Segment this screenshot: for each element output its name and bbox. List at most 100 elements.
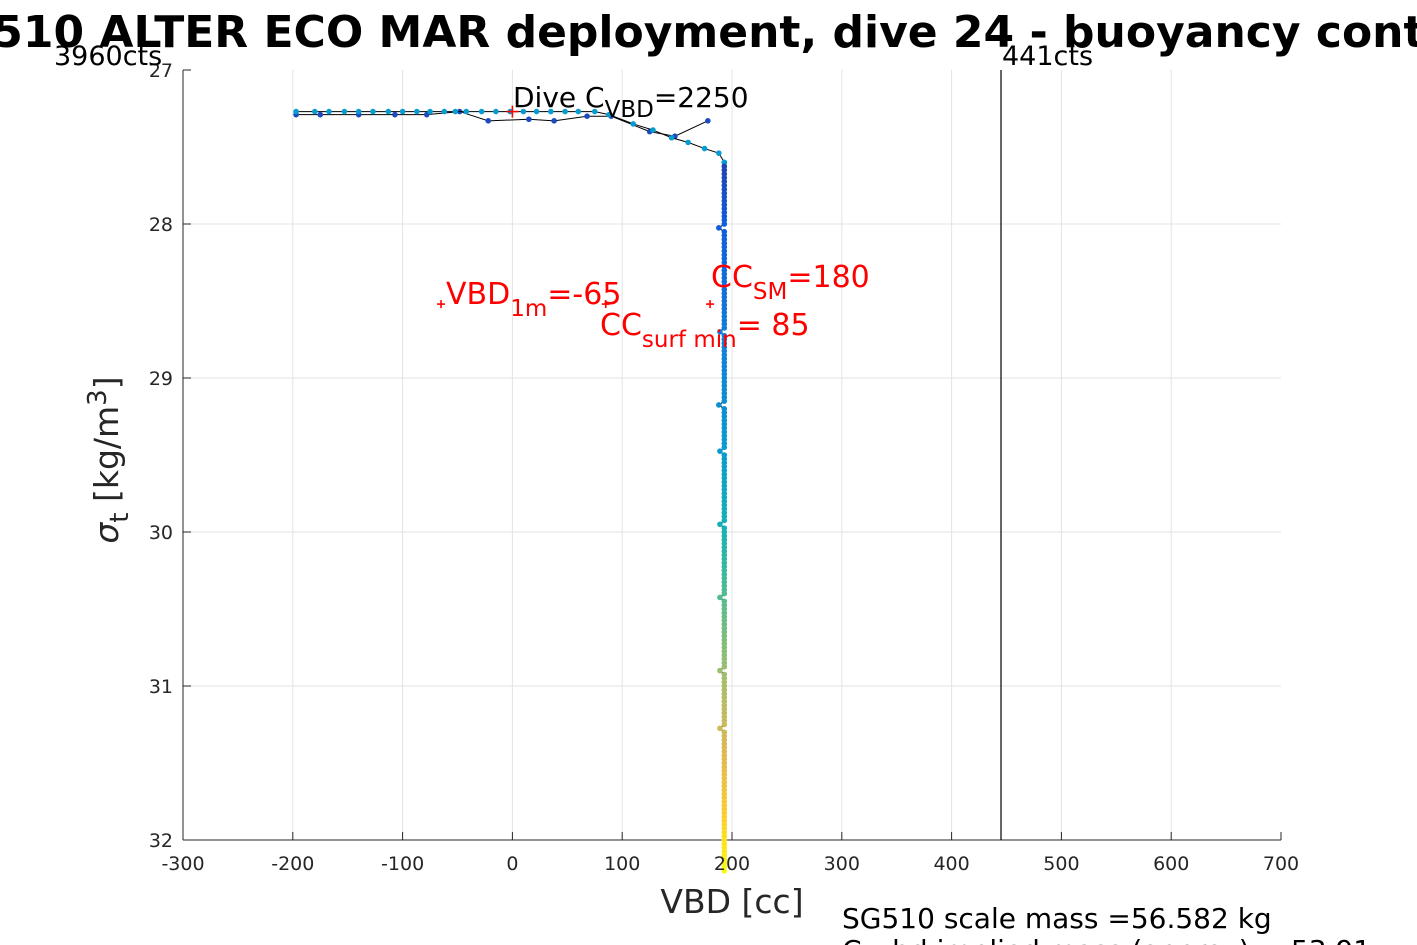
climb-point xyxy=(721,198,728,204)
climb-point xyxy=(721,744,728,751)
climb-point xyxy=(721,282,728,289)
climb-point xyxy=(721,640,728,647)
climb-point xyxy=(721,302,728,308)
climb-point xyxy=(721,509,728,516)
climb-point xyxy=(716,225,722,231)
climb-point xyxy=(721,829,728,836)
x-tick-label: 400 xyxy=(933,853,969,875)
climb-point xyxy=(721,421,728,428)
climb-point xyxy=(721,390,728,397)
climb-point xyxy=(630,121,636,127)
climb-point xyxy=(721,171,728,177)
cts-right-label: 441cts xyxy=(1002,41,1093,72)
climb-point xyxy=(721,440,728,447)
climb-point xyxy=(721,698,728,705)
dive-c-marker xyxy=(506,105,519,118)
climb-point xyxy=(721,313,728,320)
y-tick-label: 30 xyxy=(149,522,173,544)
climb-point xyxy=(414,108,420,115)
climb-point xyxy=(721,606,728,612)
climb-point xyxy=(721,598,728,605)
climb-point xyxy=(668,134,675,141)
cc-surf-min-label: CCsurf min= 85 xyxy=(600,308,810,353)
climb-point xyxy=(721,629,728,635)
climb-point xyxy=(721,340,728,347)
y-axis-label-pre: [kg/m xyxy=(87,406,126,513)
dive-c-label-pre: Dive C xyxy=(513,81,605,114)
climb-point xyxy=(493,108,499,115)
climb-point xyxy=(721,429,728,435)
climb-point xyxy=(721,305,728,312)
climb-point xyxy=(721,290,728,297)
climb-point xyxy=(721,625,728,632)
climb-point xyxy=(478,108,485,115)
climb-point xyxy=(721,240,728,247)
climb-point xyxy=(721,175,728,181)
x-tick-label: -200 xyxy=(271,853,314,875)
climb-point xyxy=(533,108,540,115)
plot-area xyxy=(182,69,1282,874)
vbd-1m-label-sub: 1m xyxy=(510,296,547,322)
climb-point xyxy=(721,194,728,200)
climb-point xyxy=(721,633,728,639)
climb-point xyxy=(717,667,723,674)
climb-point xyxy=(721,825,728,832)
climb-point xyxy=(721,452,728,458)
dive-point xyxy=(317,111,324,118)
climb-point xyxy=(721,267,728,274)
cc-sm-label-pre: CC xyxy=(711,260,753,295)
climb-point xyxy=(721,687,728,693)
climb-point xyxy=(721,394,728,401)
climb-point xyxy=(721,486,728,493)
climb-point xyxy=(721,167,728,173)
climb-point xyxy=(721,563,728,570)
climb-point xyxy=(721,856,728,863)
x-tick-label: -100 xyxy=(381,853,424,875)
climb-point xyxy=(452,108,459,115)
climb-point xyxy=(721,821,728,828)
climb-point xyxy=(721,205,728,212)
climb-point xyxy=(721,355,728,362)
climb-point xyxy=(721,371,728,377)
y-axis-label-sub: t xyxy=(105,512,135,522)
climb-point xyxy=(721,159,728,166)
climb-point xyxy=(721,864,728,870)
climb-point xyxy=(721,344,728,351)
climb-point xyxy=(721,325,728,331)
x-tick-label: -300 xyxy=(161,853,204,875)
climb-point xyxy=(721,671,728,678)
climb-point xyxy=(721,232,728,239)
y-tick-label: 32 xyxy=(149,830,173,852)
dive-point xyxy=(705,118,711,124)
climb-point xyxy=(721,844,728,851)
climb-point xyxy=(721,317,728,324)
climb-point xyxy=(721,201,728,208)
x-tick-label: 0 xyxy=(506,853,518,875)
climb-point xyxy=(721,298,728,304)
climb-point xyxy=(721,702,728,709)
climb-point xyxy=(721,729,728,735)
cts-left-label: 3960cts xyxy=(54,41,162,72)
climb-point xyxy=(721,275,728,281)
climb-point xyxy=(721,841,728,847)
climb-point xyxy=(721,771,728,778)
climb-point xyxy=(721,483,728,489)
climb-point xyxy=(721,652,728,658)
climb-point xyxy=(326,108,332,115)
climb-point xyxy=(716,150,722,156)
x-tick-label: 300 xyxy=(824,853,860,875)
climb-point xyxy=(721,721,728,728)
x-axis-label: VBD [cc] xyxy=(660,882,803,921)
dive-point xyxy=(392,111,398,118)
dive-point xyxy=(584,113,590,119)
climb-point xyxy=(721,379,728,385)
climb-point xyxy=(721,190,728,196)
climb-point xyxy=(606,111,612,118)
climb-point xyxy=(721,375,728,381)
climb-point xyxy=(721,178,728,185)
climb-point xyxy=(721,406,728,412)
climb-point xyxy=(721,529,728,535)
climb-point xyxy=(721,533,728,539)
climb-point xyxy=(717,725,723,732)
climb-point xyxy=(721,409,728,416)
